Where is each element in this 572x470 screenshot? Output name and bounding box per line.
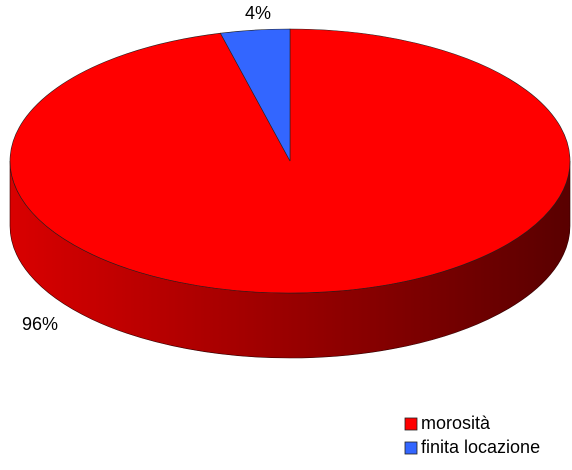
data-label: 96% (22, 314, 58, 334)
legend-label: finita locazione (421, 437, 540, 457)
data-label: 4% (245, 3, 271, 23)
pie-slice (219, 28, 291, 162)
legend-label: morosità (421, 413, 491, 433)
legend-swatch (404, 441, 418, 455)
legend-swatch (404, 417, 418, 431)
